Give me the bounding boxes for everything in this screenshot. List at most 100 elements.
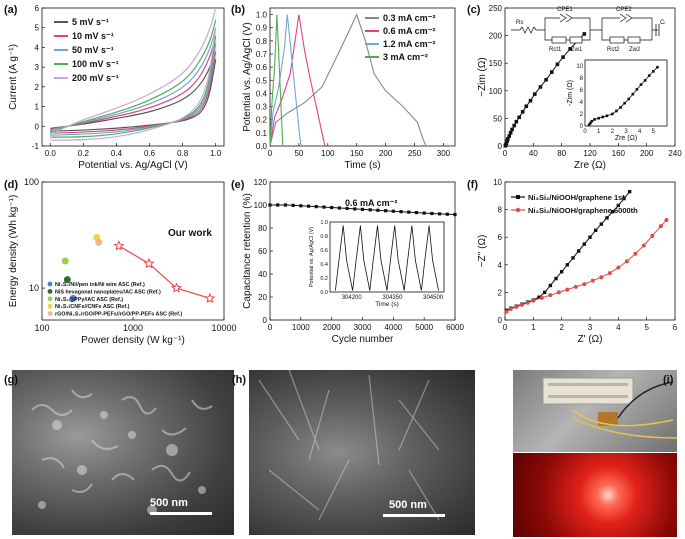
y-tick-label: 100	[489, 87, 503, 96]
eis-point	[555, 62, 560, 67]
inset-y-tick-label: 4	[580, 100, 584, 106]
inset-x-axis-label: Time (s)	[375, 301, 399, 308]
nyquist-point	[605, 216, 609, 220]
inset-gcd-cycles	[335, 225, 439, 291]
nyquist-point	[548, 293, 553, 298]
capacitor-cl	[655, 24, 660, 36]
panel-label-h: (h)	[232, 374, 247, 386]
y-tick-label: 0.8	[256, 37, 268, 46]
inset-eis-point	[590, 119, 594, 123]
x-tick-label: 3000	[354, 323, 372, 332]
y-tick-label: 2	[498, 288, 503, 297]
inset-x-tick-label: 304350	[382, 295, 403, 301]
x-tick-label: 160	[612, 149, 626, 158]
nyquist-point	[525, 300, 530, 305]
nyquist-point	[508, 306, 513, 311]
x-tick-label: 0.4	[111, 149, 123, 158]
y-tick-label: 0.4	[256, 89, 268, 98]
y-tick-label: 1	[35, 103, 40, 112]
retention-point	[430, 211, 434, 216]
legend-marker	[515, 207, 521, 213]
legend-label: Ni₃S₂/CNFs//CNFs ASC (Ref.)	[55, 304, 130, 310]
x-tick-label: 10000	[211, 323, 236, 333]
y-tick-label: 0	[263, 316, 268, 325]
zw2-box	[627, 36, 641, 44]
sem-texture-g	[31, 389, 213, 515]
eis-point	[508, 130, 513, 135]
legend-label: 5 mV s⁻¹	[72, 17, 109, 27]
inset-y-tick-label: 10	[576, 64, 583, 70]
nyquist-point	[520, 302, 524, 307]
y-tick-label: -1	[32, 142, 40, 151]
x-tick-label: 0.8	[177, 149, 189, 158]
eis-point	[506, 137, 510, 141]
y-axis-label: Energy density (Wh kg⁻¹)	[8, 195, 19, 308]
panel-label: (a)	[4, 4, 18, 16]
nyquist-point	[556, 290, 561, 295]
nyquist-point	[548, 283, 553, 288]
nyquist-point	[539, 295, 544, 300]
x-tick-label: 200	[379, 149, 393, 158]
sem-texture-h	[258, 370, 440, 521]
y-axis-label: −Z'' (Ω)	[477, 235, 488, 268]
nyquist-point	[542, 290, 547, 295]
circuit-label: Rct2	[607, 47, 620, 53]
inset-y-axis-label: Potential vs. Ag/AgCl (V)	[309, 227, 315, 287]
nyquist-point	[641, 243, 646, 248]
panel-label: (f)	[467, 179, 478, 191]
inset-y-tick-label: 0.8	[320, 234, 328, 240]
inset-eis-point	[589, 121, 592, 125]
panel-label: (b)	[231, 4, 245, 16]
inset-x-tick-label: 5	[652, 129, 656, 135]
our-work-star	[204, 292, 216, 304]
nyquist-point	[531, 298, 536, 303]
nyquist-point	[650, 233, 655, 238]
nyquist-point	[599, 222, 604, 226]
x-tick-label: 1000	[123, 323, 143, 333]
y-tick-label: 0.5	[256, 76, 268, 85]
legend-label: Ni₃S₂/Ni//pen ink/Ni wire ASC (Ref.)	[55, 282, 145, 288]
nyquist-point	[565, 263, 570, 267]
x-tick-label: 100	[34, 323, 49, 333]
our-work-star	[113, 240, 125, 251]
inset-y-axis-label: -Zim (Ω)	[567, 80, 574, 106]
inset-eis-point	[652, 70, 655, 73]
x-tick-label: 4	[616, 323, 621, 332]
y-tick-label: 120	[254, 178, 268, 187]
eis-point	[544, 77, 548, 82]
nyquist-point	[573, 284, 578, 289]
y-tick-label: 5	[35, 24, 40, 33]
inset-y-tick-label: 0.4	[320, 262, 328, 268]
retention-point	[437, 212, 442, 216]
inset-x-tick-label: 3	[624, 129, 628, 135]
y-tick-label: 0	[498, 142, 503, 151]
eis-point	[568, 47, 572, 51]
x-tick-label: 5	[644, 323, 649, 332]
figure-charts: (a) 0.0 0.2 0.4 0.6 0.8 1.0 -1 0 1 2 3 4 5 6 Potential …	[4, 4, 682, 346]
nyquist-point	[593, 228, 598, 232]
nyquist-point	[633, 251, 638, 256]
retention-point	[291, 203, 295, 207]
legend-label: 0.3 mA cm⁻²	[383, 13, 435, 23]
inset-y-tick-label: 2	[580, 112, 584, 118]
inset-y-tick-label: 0	[580, 124, 584, 130]
x-tick-label: 2000	[323, 323, 341, 332]
legend-label: Ni₃Si₂/NiOOH/graphene 1st	[528, 193, 625, 202]
y-tick-label: 200	[489, 32, 503, 41]
x-tick-label: 1000	[292, 323, 310, 332]
retention-point	[276, 203, 280, 207]
legend-marker	[47, 281, 53, 287]
nyquist-point	[565, 287, 570, 292]
retention-point	[322, 205, 326, 209]
y-tick-label: 0.0	[256, 142, 268, 151]
retention-point	[268, 203, 272, 207]
plot-frame	[269, 7, 456, 147]
inset-x-tick-label: 2	[611, 129, 615, 135]
reference-point	[95, 238, 103, 246]
retention-point	[407, 210, 411, 214]
retention-point	[299, 204, 303, 208]
legend-label: 50 mV s⁻¹	[72, 45, 114, 55]
gcd-curve	[269, 14, 302, 147]
nyquist-point	[624, 259, 629, 264]
y-tick-label: 0	[498, 316, 503, 325]
